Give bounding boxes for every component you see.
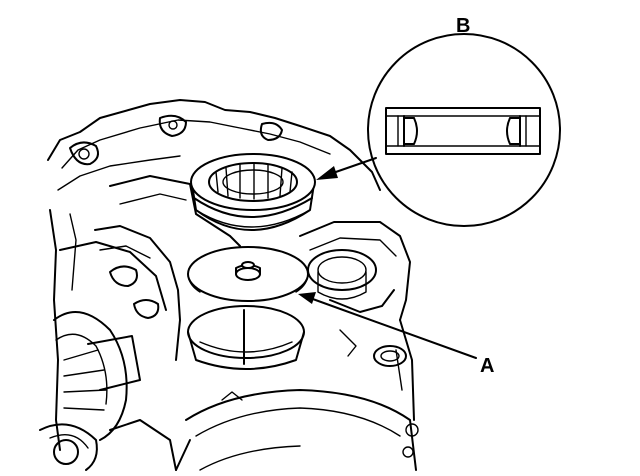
thrust-washer	[187, 246, 309, 302]
bearing-bore	[187, 305, 305, 370]
callout-label-a: A	[480, 355, 494, 377]
washer-leader	[298, 292, 477, 359]
detail-view-circle	[367, 33, 561, 227]
callout-label-b: B	[456, 15, 470, 37]
detail-arrow	[316, 157, 377, 180]
transmission-housing	[39, 99, 419, 471]
roller-bearing	[190, 153, 316, 231]
